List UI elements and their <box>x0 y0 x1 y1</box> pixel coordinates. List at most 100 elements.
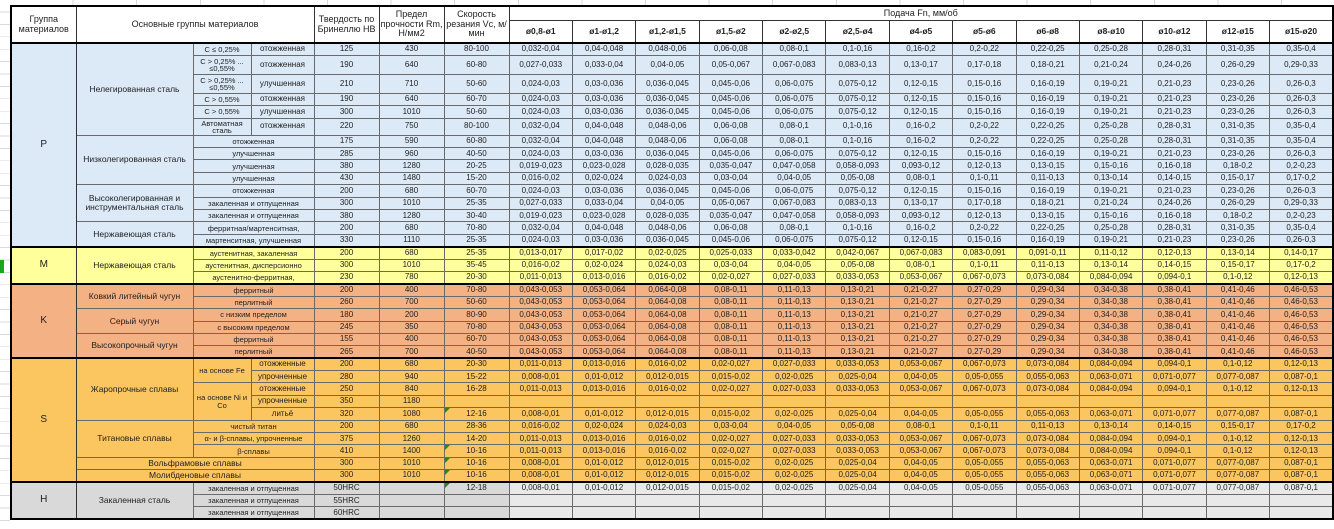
feed-cell[interactable]: 0,01-0,012 <box>571 456 637 471</box>
header-main-groups[interactable]: Основные группы материалов <box>75 5 315 44</box>
value-cell[interactable]: 300 <box>313 105 380 119</box>
feed-cell[interactable]: 0,05-0,055 <box>952 481 1017 496</box>
feed-cell[interactable]: 0,27-0,29 <box>952 320 1017 334</box>
value-cell[interactable]: 15-20 <box>443 171 510 186</box>
feed-cell[interactable]: 0,06-0,08 <box>698 41 764 56</box>
value-cell[interactable]: 400 <box>378 282 445 297</box>
feed-cell[interactable]: 0,027-0,033 <box>762 382 827 396</box>
feed-cell[interactable]: 0,11-0,13 <box>762 295 827 310</box>
material-cell[interactable]: закаленная и отпущенная <box>192 196 315 211</box>
feed-cell[interactable]: 0,15-0,16 <box>952 147 1017 161</box>
feed-cell[interactable]: 0,043-0,053 <box>508 345 573 359</box>
feed-cell[interactable]: 0,26-0,29 <box>1205 54 1271 75</box>
feed-cell[interactable]: 0,064-0,08 <box>635 345 700 359</box>
feed-cell[interactable]: 0,13-0,14 <box>1205 245 1271 260</box>
feed-cell[interactable]: 0,13-0,21 <box>825 320 890 334</box>
feed-cell[interactable]: 0,2-0,22 <box>952 117 1017 136</box>
feed-cell[interactable]: 0,11-0,13 <box>762 332 827 347</box>
value-cell[interactable] <box>443 506 510 520</box>
value-cell[interactable] <box>378 506 445 520</box>
value-cell[interactable]: 1180 <box>378 394 445 409</box>
feed-cell[interactable]: 0,1-0,11 <box>952 258 1017 272</box>
feed-cell[interactable]: 0,46-0,53 <box>1269 345 1334 359</box>
feed-cell[interactable]: 0,19-0,21 <box>1078 184 1144 198</box>
feed-cell[interactable]: 0,29-0,33 <box>1269 54 1334 75</box>
feed-cell[interactable]: 0,033-0,04 <box>571 196 637 211</box>
material-cell[interactable]: отожженная <box>192 134 315 149</box>
feed-cell[interactable]: 0,073-0,084 <box>1015 270 1080 285</box>
material-cell[interactable]: ферритная/мартенситная, <box>192 221 315 235</box>
value-cell[interactable]: 640 <box>378 92 445 107</box>
feed-cell[interactable]: 0,04-0,05 <box>762 171 827 186</box>
feed-cell[interactable]: 0,19-0,21 <box>1078 147 1144 161</box>
feed-cell[interactable]: 0,017-0,02 <box>571 245 637 260</box>
feed-cell[interactable]: 0,21-0,24 <box>1078 54 1144 75</box>
feed-cell[interactable]: 0,22-0,25 <box>1015 41 1080 56</box>
feed-cell[interactable] <box>1142 394 1207 409</box>
feed-cell[interactable]: 0,012-0,015 <box>635 456 700 471</box>
feed-cell[interactable]: 0,032-0,04 <box>508 41 573 56</box>
feed-cell[interactable]: 0,2-0,23 <box>1269 159 1334 173</box>
feed-cell[interactable]: 0,34-0,38 <box>1078 345 1144 359</box>
group-cell-S[interactable]: S <box>10 357 77 483</box>
feed-diameter-header[interactable]: ø12-ø15 <box>1205 19 1271 44</box>
value-cell[interactable] <box>443 493 510 508</box>
feed-cell[interactable]: 0,31-0,35 <box>1205 41 1271 56</box>
feed-cell[interactable]: 0,15-0,17 <box>1205 419 1271 434</box>
feed-cell[interactable]: 0,13-0,17 <box>888 196 954 211</box>
value-cell[interactable]: 70-80 <box>443 221 510 235</box>
material-cell[interactable]: ферритный <box>192 282 315 297</box>
feed-diameter-header[interactable]: ø5-ø6 <box>952 19 1017 44</box>
material-cell[interactable]: с низким пределом <box>192 308 315 322</box>
feed-cell[interactable]: 0,13-0,21 <box>825 282 890 297</box>
feed-cell[interactable]: 0,036-0,045 <box>635 233 700 248</box>
feed-cell[interactable]: 0,26-0,3 <box>1269 92 1334 107</box>
feed-cell[interactable]: 0,2-0,22 <box>952 221 1017 235</box>
value-cell[interactable]: 200 <box>378 308 445 322</box>
value-cell[interactable]: 245 <box>313 320 380 334</box>
value-cell[interactable]: 35-45 <box>443 258 510 272</box>
feed-cell[interactable]: 0,015-0,02 <box>698 481 764 496</box>
feed-cell[interactable]: 0,023-0,028 <box>571 208 637 223</box>
value-cell[interactable]: 750 <box>378 117 445 136</box>
feed-cell[interactable]: 0,053-0,067 <box>888 382 954 396</box>
feed-cell[interactable]: 0,22-0,25 <box>1015 221 1080 235</box>
feed-cell[interactable]: 0,38-0,41 <box>1142 282 1207 297</box>
value-cell[interactable]: 12-16 <box>443 407 510 421</box>
material-cell[interactable]: Нелегированная сталь <box>75 41 194 136</box>
feed-cell[interactable]: 0,077-0,087 <box>1205 469 1271 483</box>
value-cell[interactable]: 50-60 <box>443 105 510 119</box>
feed-cell[interactable]: 0,073-0,084 <box>1015 432 1080 446</box>
feed-cell[interactable]: 0,067-0,083 <box>888 245 954 260</box>
feed-cell[interactable]: 0,011-0,013 <box>508 382 573 396</box>
feed-cell[interactable]: 0,23-0,26 <box>1205 73 1271 94</box>
feed-cell[interactable]: 0,075-0,12 <box>825 92 890 107</box>
feed-diameter-header[interactable]: ø1,5-ø2 <box>698 19 764 44</box>
feed-cell[interactable]: 0,23-0,26 <box>1205 184 1271 198</box>
feed-cell[interactable]: 0,05-0,055 <box>952 370 1017 384</box>
feed-cell[interactable]: 0,15-0,16 <box>952 233 1017 248</box>
feed-cell[interactable]: 0,053-0,064 <box>571 295 637 310</box>
feed-cell[interactable]: 0,011-0,013 <box>508 444 573 458</box>
value-cell[interactable]: 60-70 <box>443 332 510 347</box>
feed-cell[interactable]: 0,27-0,29 <box>952 332 1017 347</box>
feed-cell[interactable]: 0,21-0,27 <box>888 332 954 347</box>
feed-cell[interactable]: 0,055-0,063 <box>1015 407 1080 421</box>
feed-cell[interactable]: 0,087-0,1 <box>1269 469 1334 483</box>
feed-cell[interactable]: 0,064-0,08 <box>635 320 700 334</box>
feed-cell[interactable]: 0,04-0,05 <box>888 370 954 384</box>
feed-cell[interactable]: 0,043-0,053 <box>508 332 573 347</box>
feed-cell[interactable]: 0,38-0,41 <box>1142 320 1207 334</box>
feed-cell[interactable]: 0,016-0,02 <box>635 444 700 458</box>
feed-cell[interactable]: 0,1-0,12 <box>1205 432 1271 446</box>
material-cell[interactable]: чистый титан <box>192 419 315 434</box>
material-cell[interactable]: Закаленная сталь <box>75 481 194 520</box>
value-cell[interactable]: 175 <box>313 134 380 149</box>
feed-cell[interactable]: 0,094-0,1 <box>1142 382 1207 396</box>
feed-cell[interactable]: 0,14-0,15 <box>1142 419 1207 434</box>
feed-cell[interactable]: 0,26-0,3 <box>1269 184 1334 198</box>
feed-cell[interactable]: 0,05-0,055 <box>952 407 1017 421</box>
feed-cell[interactable]: 0,02-0,025 <box>762 481 827 496</box>
feed-cell[interactable]: 0,27-0,29 <box>952 345 1017 359</box>
feed-cell[interactable]: 0,083-0,13 <box>825 196 890 211</box>
